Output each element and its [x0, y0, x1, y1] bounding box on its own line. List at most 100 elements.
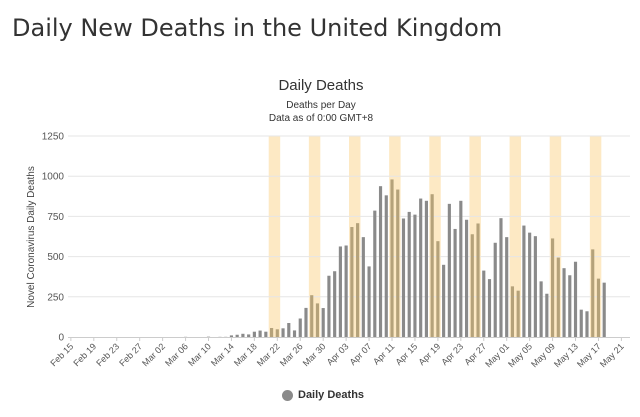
bar[interactable] [396, 189, 400, 337]
x-tick-label: Apr 07 [348, 341, 374, 367]
weekend-band [469, 136, 481, 337]
x-tick-label: May 13 [552, 341, 580, 369]
weekend-band [589, 136, 602, 337]
bar[interactable] [430, 194, 434, 337]
bar[interactable] [298, 318, 302, 337]
weekend-band [308, 136, 321, 337]
bar[interactable] [413, 214, 417, 337]
legend[interactable]: Daily Deaths [282, 389, 364, 401]
bar[interactable] [275, 329, 279, 337]
bar[interactable] [241, 333, 245, 337]
bar[interactable] [487, 279, 492, 337]
bar[interactable] [505, 237, 509, 337]
bar[interactable] [350, 227, 354, 337]
bar[interactable] [373, 210, 377, 337]
bar[interactable] [470, 234, 474, 337]
bar[interactable] [304, 307, 308, 337]
y-tick-label: 500 [47, 252, 64, 263]
weekend-band [268, 136, 281, 337]
bar[interactable] [361, 237, 365, 337]
x-tick-label: Mar 02 [140, 341, 167, 368]
chart-title: Daily Deaths [278, 77, 363, 94]
bar[interactable] [573, 261, 578, 337]
x-tick-label: Feb 23 [94, 341, 121, 368]
bar[interactable] [464, 219, 469, 337]
bar[interactable] [321, 308, 325, 337]
bar[interactable] [258, 330, 262, 337]
bar[interactable] [493, 242, 497, 337]
bar[interactable] [539, 281, 543, 337]
bar[interactable] [482, 270, 486, 337]
bar[interactable] [287, 323, 291, 337]
bar[interactable] [516, 290, 520, 337]
bar[interactable] [436, 241, 440, 337]
bar[interactable] [533, 236, 537, 337]
bar[interactable] [356, 223, 360, 337]
weekend-band [429, 136, 441, 337]
bar[interactable] [499, 218, 503, 337]
bar[interactable] [401, 218, 406, 337]
bar[interactable] [447, 203, 451, 337]
x-tick-label: Apr 19 [416, 341, 442, 367]
x-tick-label: Mar 30 [301, 341, 328, 368]
bar[interactable] [281, 328, 285, 337]
bar[interactable] [338, 246, 342, 337]
bar[interactable] [459, 200, 463, 337]
bar[interactable] [407, 211, 411, 337]
x-tick-label: Apr 15 [394, 341, 420, 367]
bar[interactable] [562, 268, 566, 337]
x-tick-label: May 01 [483, 341, 511, 369]
x-tick-label: Feb 19 [71, 341, 98, 368]
y-axis-ticks: 0 250 500 750 1000 1250 [42, 132, 65, 344]
x-tick-label: Mar 26 [278, 341, 305, 368]
y-tick-label: 1250 [42, 132, 65, 143]
bar[interactable] [264, 331, 268, 337]
x-tick-label: Mar 22 [255, 341, 282, 368]
x-tick-label: Apr 23 [439, 341, 465, 367]
bar[interactable] [545, 293, 549, 337]
bar[interactable] [344, 245, 348, 337]
y-tick-label: 0 [58, 333, 64, 344]
bar[interactable] [585, 311, 589, 337]
bar[interactable] [442, 264, 446, 337]
bar[interactable] [424, 200, 428, 337]
bar[interactable] [528, 232, 532, 337]
x-tick-label: May 17 [575, 341, 603, 369]
bar[interactable] [270, 327, 274, 337]
bar[interactable] [596, 278, 601, 337]
x-tick-label: May 09 [529, 341, 557, 369]
bar[interactable] [568, 275, 572, 337]
bar[interactable] [310, 295, 314, 337]
page-title: Daily New Deaths in the United Kingdom [12, 14, 503, 42]
bar[interactable] [384, 195, 388, 337]
bar[interactable] [229, 335, 234, 337]
bar[interactable] [333, 271, 337, 337]
bar[interactable] [315, 303, 320, 337]
bar[interactable] [235, 334, 239, 337]
bar[interactable] [247, 334, 251, 337]
bar[interactable] [579, 309, 583, 337]
x-tick-label: Feb 27 [117, 341, 144, 368]
bar[interactable] [522, 225, 526, 337]
bar[interactable] [390, 179, 394, 337]
bar[interactable] [556, 257, 560, 337]
bar[interactable] [510, 286, 515, 337]
weekend-bands [268, 136, 602, 337]
bar[interactable] [292, 330, 297, 337]
bar[interactable] [378, 186, 383, 337]
weekend-band [389, 136, 401, 337]
weekend-band [549, 136, 562, 337]
bar[interactable] [252, 331, 256, 337]
bar[interactable] [602, 282, 606, 337]
bar[interactable] [591, 249, 595, 337]
bar[interactable] [551, 238, 555, 337]
weekend-band [509, 136, 522, 337]
bar[interactable] [419, 198, 423, 337]
x-tick-label: Feb 15 [48, 341, 75, 368]
bar[interactable] [367, 266, 371, 337]
bar[interactable] [327, 275, 331, 337]
bar[interactable] [476, 223, 480, 337]
bar[interactable] [453, 228, 457, 337]
